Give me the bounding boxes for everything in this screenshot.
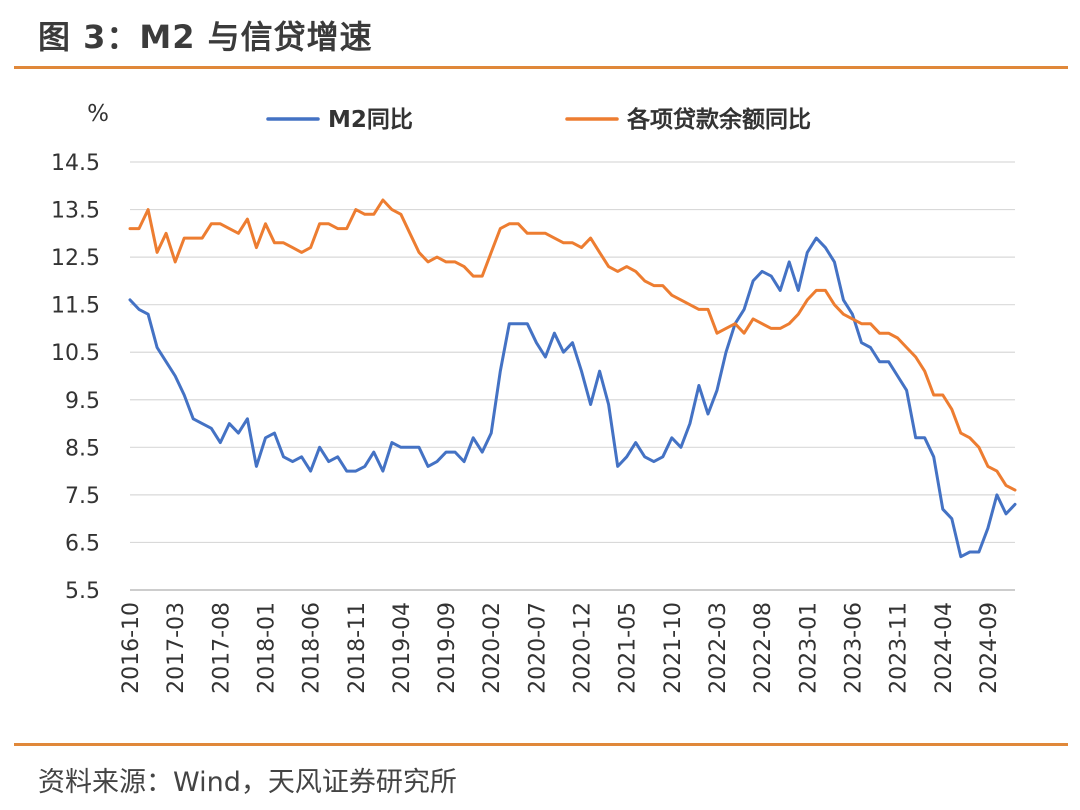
series-line-1	[128, 236, 1017, 559]
x-tick-label: 2017-03	[164, 602, 189, 694]
x-tick-label: 2023-06	[841, 602, 866, 694]
source-note: 资料来源：Wind，天风证券研究所	[38, 767, 457, 798]
bottom-rule	[14, 743, 1068, 746]
y-tick-label: 14.5	[51, 151, 100, 176]
x-tick-label: 2020-07	[525, 602, 550, 694]
gridlines	[130, 161, 1015, 591]
x-tick-label: 2020-02	[480, 602, 505, 694]
y-tick-label: 13.5	[51, 199, 100, 224]
x-tick-label: 2018-11	[345, 602, 370, 694]
y-tick-label: 9.5	[65, 389, 100, 414]
x-tick-label: 2018-06	[300, 602, 325, 694]
y-tick-label: 6.5	[65, 531, 100, 556]
x-tick-label: 2023-01	[796, 602, 821, 694]
y-tick-label: 12.5	[51, 246, 100, 271]
y-tick-label: 8.5	[65, 436, 100, 461]
figure-title: 图 3：M2 与信贷增速	[38, 18, 373, 56]
line-chart: 14.5 13.5 12.5 11.5 10.5 9.5 8.5 7.5 6.5 5.5 2016…	[51, 101, 1017, 694]
legend-label-2: 各项贷款余额同比	[626, 106, 811, 133]
x-tick-label: 2019-04	[390, 602, 415, 694]
x-tick-label: 2024-04	[932, 602, 957, 694]
legend: M2同比 各项贷款余额同比	[266, 106, 811, 133]
y-tick-label: 10.5	[51, 341, 100, 366]
x-tick-label: 2021-05	[616, 602, 641, 694]
x-tick-label: 2018-01	[254, 602, 279, 694]
series-line-2	[128, 198, 1017, 492]
x-tick-label: 2016-10	[119, 602, 144, 694]
top-rule	[14, 66, 1068, 69]
legend-label-1: M2同比	[328, 107, 413, 133]
x-tick-label: 2020-12	[571, 602, 596, 694]
x-tick-label: 2022-03	[706, 602, 731, 694]
x-tick-label: 2021-10	[661, 602, 686, 694]
x-tick-label: 2024-09	[977, 602, 1002, 694]
x-tick-label: 2019-09	[435, 602, 460, 694]
x-tick-label: 2017-08	[209, 602, 234, 694]
x-tick-label: 2023-11	[887, 602, 912, 694]
y-tick-label: 5.5	[65, 579, 100, 604]
x-tick-label: 2022-08	[751, 602, 776, 694]
y-axis: 14.5 13.5 12.5 11.5 10.5 9.5 8.5 7.5 6.5 5.5	[51, 151, 100, 604]
series-lines	[128, 198, 1017, 559]
y-unit-label: %	[87, 101, 109, 127]
y-tick-label: 7.5	[65, 484, 100, 509]
x-axis: 2016-10 2017-03 2017-08 2018-01 2018-06 2018-…	[119, 589, 1015, 694]
y-tick-label: 11.5	[51, 294, 100, 319]
